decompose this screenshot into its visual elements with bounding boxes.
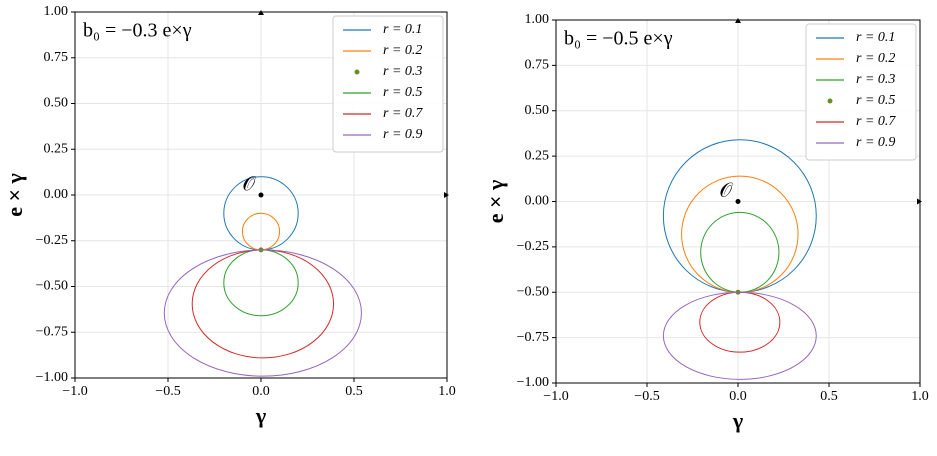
curve: [700, 211, 780, 293]
y-tick-label: 1.00: [525, 12, 550, 27]
axis-arrow: [444, 192, 449, 198]
y-tick-label: −1.00: [517, 375, 549, 390]
axis-arrow: [258, 10, 264, 15]
curve: [163, 249, 362, 377]
y-tick-label: 0.50: [525, 103, 550, 118]
legend-label: r = 0.1: [383, 22, 422, 37]
y-axis-label: e × γ: [483, 180, 508, 224]
legend-label: r = 0.3: [383, 64, 422, 79]
legend-label: r = 0.5: [856, 93, 895, 108]
x-tick-label: 1.0: [438, 384, 456, 399]
x-tick-label: 0.5: [820, 389, 838, 404]
y-tick-label: −0.25: [36, 233, 68, 248]
y-tick-label: 1.00: [44, 4, 69, 19]
origin-point: [735, 199, 741, 204]
x-tick-label: −1.0: [62, 384, 87, 399]
curve: [699, 291, 781, 353]
axis-arrow: [735, 18, 741, 23]
legend-label: r = 0.9: [383, 127, 422, 142]
axis-arrow: [917, 198, 922, 205]
y-tick-label: −0.75: [36, 324, 68, 339]
y-tick-label: 0.75: [525, 58, 550, 73]
y-tick-label: 0.00: [525, 194, 550, 209]
y-tick-label: 0.25: [525, 148, 550, 163]
y-tick-label: −0.50: [517, 284, 549, 299]
legend-marker: [827, 98, 833, 104]
y-axis-label: e × γ: [2, 173, 27, 217]
legend-label: r = 0.9: [856, 135, 895, 150]
legend-label: r = 0.2: [856, 51, 895, 66]
legend-marker: [354, 69, 360, 75]
x-tick-label: −0.5: [634, 389, 659, 404]
y-tick-label: −0.50: [36, 279, 68, 294]
legend-box: [332, 15, 444, 153]
origin-point: [258, 192, 264, 198]
y-tick-label: −0.25: [517, 239, 549, 254]
y-tick-label: 0.00: [44, 187, 69, 202]
chart-title: b₀ = −0.5 e×γ: [564, 28, 673, 50]
curve: [681, 175, 799, 293]
legend-label: r = 0.7: [856, 114, 896, 129]
x-axis-label: γ: [732, 408, 743, 433]
curve: [662, 139, 817, 293]
chart-title: b₀ = −0.3 e×γ: [83, 20, 192, 42]
curve: [662, 291, 817, 380]
x-tick-label: −0.5: [155, 384, 180, 399]
y-tick-label: −0.75: [517, 330, 549, 345]
origin-label: 𝒪: [242, 174, 256, 196]
legend-label: r = 0.1: [856, 30, 895, 45]
x-tick-label: 1.0: [911, 389, 929, 404]
x-tick-label: 0.5: [345, 384, 363, 399]
origin-label: 𝒪: [719, 180, 733, 202]
x-tick-label: 0.0: [729, 389, 747, 404]
x-tick-label: −1.0: [543, 389, 568, 404]
y-tick-label: 0.75: [44, 50, 69, 65]
legend-label: r = 0.7: [383, 106, 423, 121]
x-axis-label: γ: [255, 403, 266, 428]
curve: [191, 249, 335, 359]
legend-label: r = 0.5: [383, 85, 422, 100]
y-tick-label: 0.50: [44, 96, 69, 111]
y-tick-label: −1.00: [36, 370, 68, 385]
legend-label: r = 0.2: [383, 43, 422, 58]
y-tick-label: 0.25: [44, 141, 69, 156]
legend-box: [805, 23, 917, 161]
x-tick-label: 0.0: [252, 384, 270, 399]
legend-label: r = 0.3: [856, 72, 895, 87]
